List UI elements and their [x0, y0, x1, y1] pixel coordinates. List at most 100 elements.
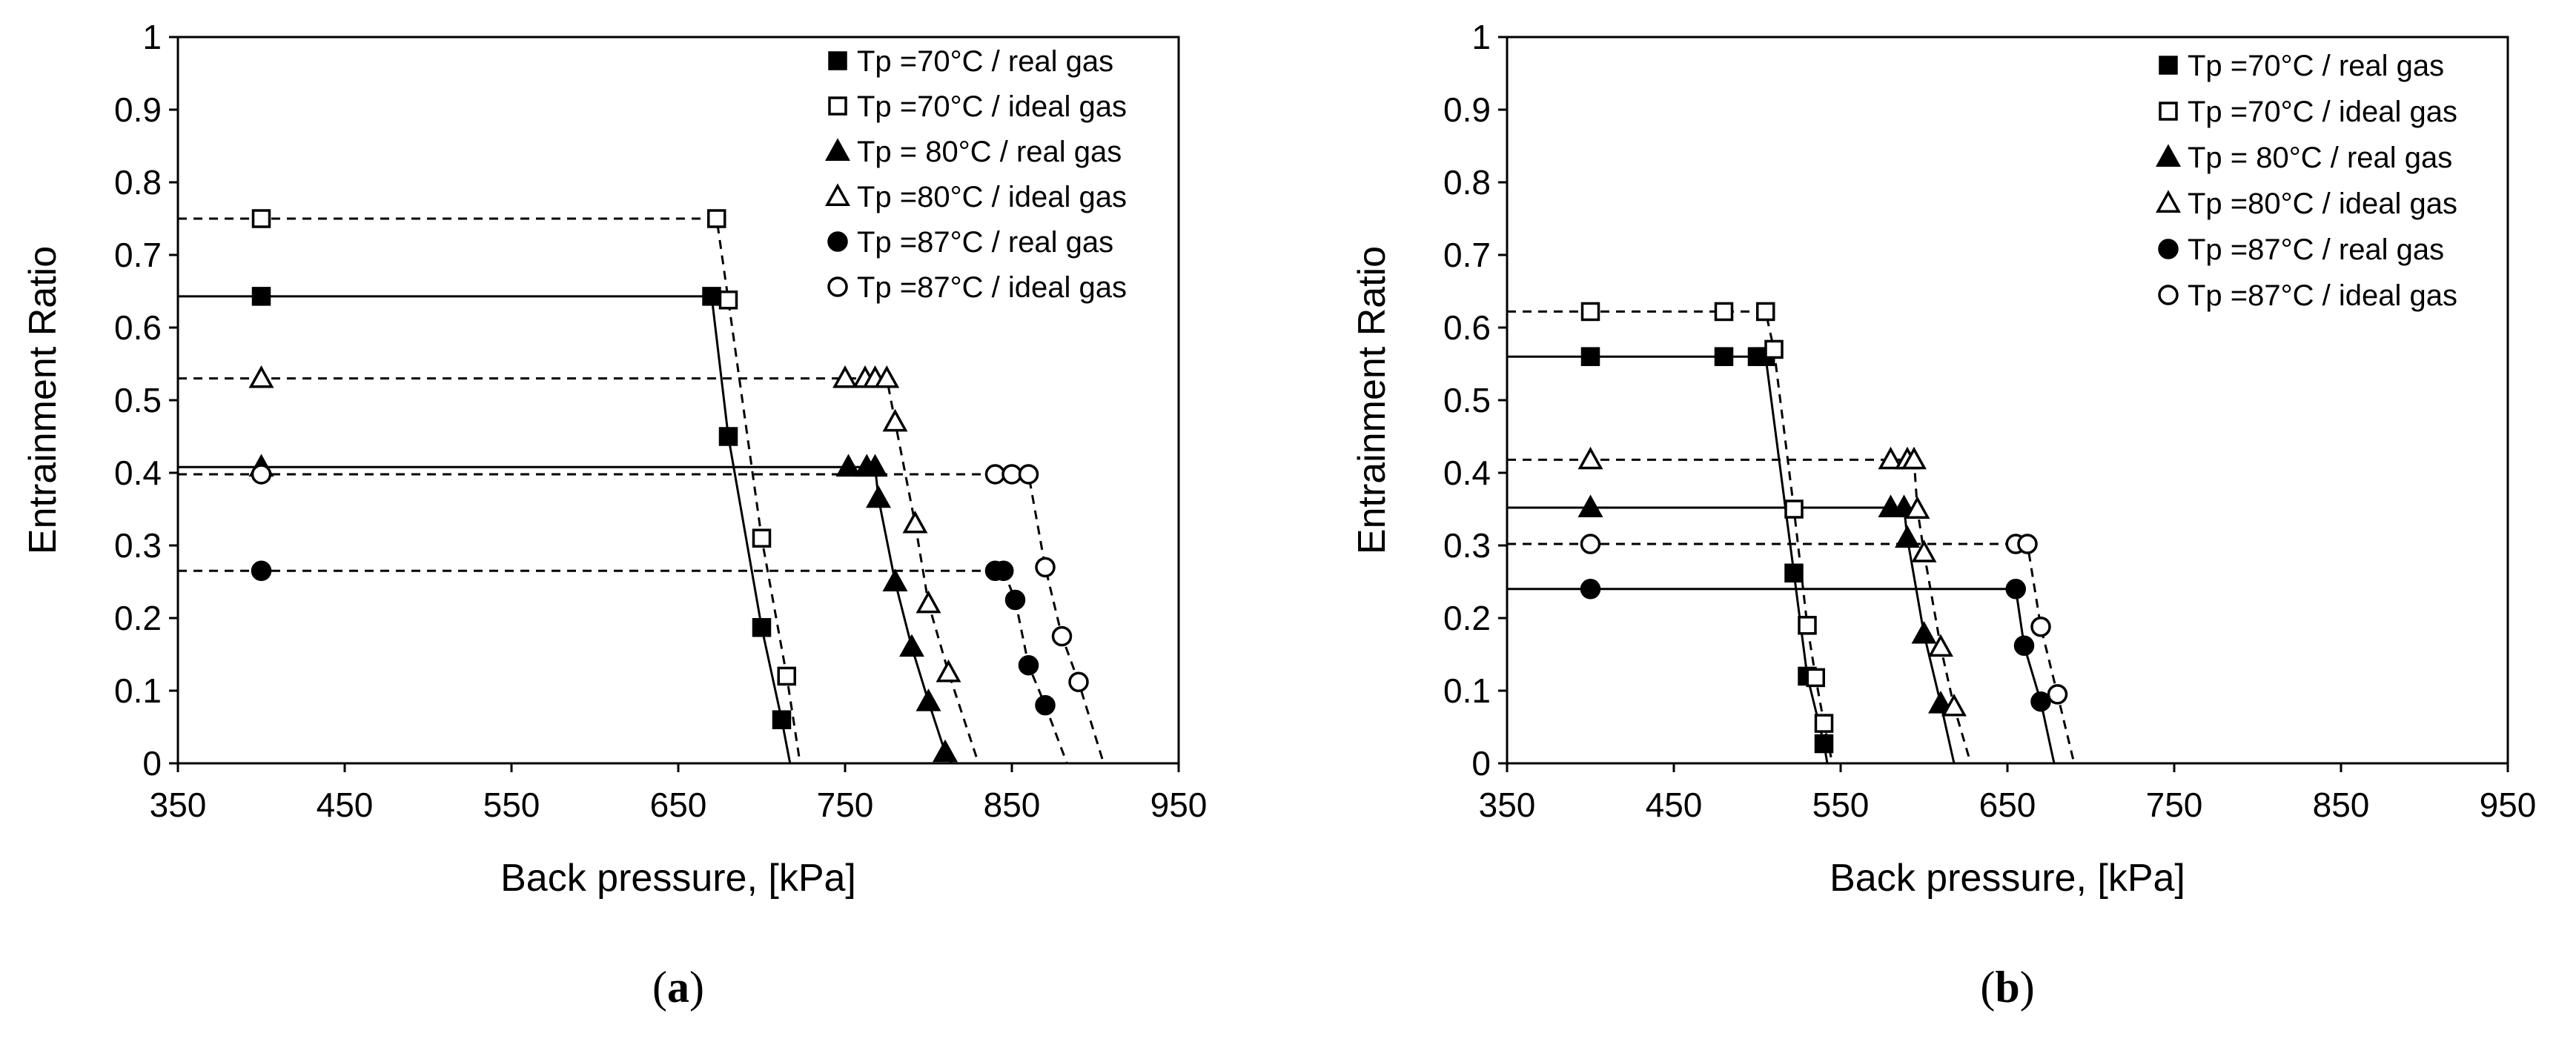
legend-marker-tp-80c-real-gas [825, 138, 850, 161]
y-tick-label: 0.5 [114, 381, 162, 419]
series-line-tp-70c-ideal-gas [178, 217, 801, 763]
data-point-tp-80c-ideal-gas [1904, 496, 1930, 519]
data-point-tp-80c-ideal-gas [1941, 693, 1967, 717]
x-tick-label: 450 [317, 786, 374, 824]
y-tick-label: 0 [142, 744, 162, 783]
panel-label: (a) [652, 963, 704, 1012]
y-axis-title: Entrainment Ratio [1351, 246, 1394, 554]
y-tick-label: 0 [1471, 744, 1491, 783]
data-point-tp-70c-ideal-gas [1764, 339, 1784, 359]
y-tick-label: 0.1 [1443, 671, 1491, 710]
data-point-tp-80c-real-gas [866, 485, 891, 508]
x-tick-label: 350 [150, 786, 207, 824]
data-point-tp-70c-ideal-gas [718, 291, 738, 310]
data-point-tp-70c-ideal-gas [752, 528, 772, 548]
data-point-tp-87c-ideal-gas [1001, 464, 1022, 485]
legend-marker-tp-70c-real-gas [828, 51, 847, 70]
legend-marker-tp-80c-ideal-gas [2156, 190, 2181, 213]
data-point-tp-80c-ideal-gas [874, 365, 900, 388]
y-tick-label: 0.4 [114, 454, 162, 492]
data-point-tp-80c-ideal-gas [248, 365, 274, 388]
series-line-tp-87c-real-gas [178, 569, 1068, 763]
y-tick-label: 0.8 [114, 163, 162, 202]
data-point-tp-80c-ideal-gas [1878, 446, 1904, 470]
data-point-tp-80c-real-gas [1928, 691, 1953, 714]
data-point-tp-87c-ideal-gas [1018, 464, 1039, 485]
y-tick-label: 0.9 [114, 90, 162, 129]
y-tick-label: 1 [142, 18, 162, 56]
data-point-tp-80c-real-gas [915, 688, 941, 711]
y-tick-label: 0.2 [114, 599, 162, 637]
legend-label: Tp =87°C / real gas [2188, 233, 2444, 266]
x-tick-label: 950 [1150, 786, 1208, 824]
legend-label: Tp =70°C / ideal gas [2188, 96, 2457, 128]
data-point-tp-80c-real-gas [933, 739, 958, 763]
data-point-tp-87c-ideal-gas [2030, 617, 2051, 637]
data-point-tp-70c-real-gas [1580, 347, 1600, 366]
legend-marker-tp-87c-ideal-gas [2158, 285, 2179, 305]
series-line-tp-87c-ideal-gas [178, 473, 1105, 763]
y-tick-label: 0.3 [1443, 526, 1491, 565]
x-axis-title: Back pressure, [kPa] [1830, 857, 2185, 900]
data-point-tp-87c-real-gas [1580, 579, 1601, 600]
legend-marker-tp-70c-real-gas [2159, 56, 2178, 75]
data-point-tp-87c-ideal-gas [1068, 671, 1089, 692]
data-point-tp-70c-real-gas [772, 710, 792, 729]
data-point-tp-80c-ideal-gas [915, 590, 941, 614]
y-tick-label: 0.6 [1443, 308, 1491, 347]
y-axis-title: Entrainment Ratio [21, 246, 64, 554]
data-point-tp-70c-ideal-gas [1756, 302, 1775, 322]
legend-label: Tp = 80°C / real gas [857, 136, 1122, 168]
legend-label: Tp =70°C / real gas [2188, 50, 2444, 82]
legend-label: Tp =80°C / ideal gas [857, 181, 1127, 213]
data-point-tp-87c-ideal-gas [984, 464, 1006, 485]
data-point-tp-80c-ideal-gas [936, 659, 961, 683]
x-tick-label: 650 [1979, 786, 2036, 824]
legend-marker-tp-80c-real-gas [2156, 144, 2181, 167]
data-point-tp-80c-ideal-gas [902, 510, 928, 534]
data-point-tp-70c-ideal-gas [707, 209, 726, 228]
y-tick-label: 0.9 [1443, 90, 1491, 129]
legend-label: Tp =87°C / ideal gas [857, 271, 1127, 304]
y-tick-label: 0.5 [1443, 381, 1491, 419]
legend-marker-tp-87c-real-gas [2158, 239, 2179, 259]
data-point-tp-70c-real-gas [1714, 347, 1734, 366]
data-point-tp-70c-ideal-gas [1814, 714, 1834, 733]
data-point-tp-87c-real-gas [2005, 579, 2026, 600]
data-point-tp-70c-real-gas [752, 617, 772, 637]
data-point-tp-87c-ideal-gas [2017, 534, 2038, 554]
data-point-tp-70c-ideal-gas [1798, 616, 1817, 635]
data-point-tp-70c-ideal-gas [1714, 302, 1734, 322]
data-point-tp-70c-real-gas [702, 287, 721, 306]
data-point-tp-87c-ideal-gas [1035, 557, 1056, 578]
legend: Tp =70°C / real gas Tp =70°C / ideal gas T… [2156, 50, 2457, 312]
data-point-tp-87c-real-gas [993, 560, 1014, 582]
data-point-tp-87c-ideal-gas [1580, 534, 1601, 554]
chart-panel-a: 0 0.1 0.2 0.3 0.4 0.5 0.6 0.7 0.8 0.9 1 350 450 550 65… [21, 18, 1207, 1012]
data-point-tp-80c-real-gas [835, 454, 861, 477]
data-point-tp-87c-real-gas [1035, 694, 1056, 716]
x-tick-label: 750 [2146, 786, 2203, 824]
data-point-tp-80c-ideal-gas [1577, 446, 1603, 470]
data-point-tp-80c-real-gas [1577, 494, 1603, 517]
y-tick-label: 0.4 [1443, 454, 1491, 492]
legend-marker-tp-70c-ideal-gas [828, 96, 847, 116]
legend-marker-tp-87c-real-gas [827, 231, 848, 252]
data-point-tp-80c-ideal-gas [832, 365, 858, 388]
data-point-tp-87c-real-gas [2030, 691, 2051, 712]
data-point-tp-87c-real-gas [251, 560, 272, 582]
data-point-tp-70c-real-gas [1784, 563, 1804, 582]
y-tick-label: 0.1 [114, 671, 162, 710]
data-point-tp-80c-real-gas [899, 634, 924, 657]
data-point-tp-70c-ideal-gas [777, 666, 796, 686]
chart-panel-b: 0 0.1 0.2 0.3 0.4 0.5 0.6 0.7 0.8 0.9 1 350 450 550 65… [1351, 18, 2536, 1012]
data-point-tp-87c-real-gas [1004, 589, 1026, 611]
y-tick-label: 0.3 [114, 526, 162, 565]
legend-marker-tp-80c-ideal-gas [825, 183, 850, 206]
legend-marker-tp-70c-ideal-gas [2159, 102, 2178, 121]
data-point-tp-80c-ideal-gas [1928, 634, 1953, 657]
data-point-tp-80c-ideal-gas [882, 408, 908, 432]
legend-label: Tp =80°C / ideal gas [2188, 187, 2457, 220]
legend-label: Tp =87°C / real gas [857, 226, 1113, 259]
